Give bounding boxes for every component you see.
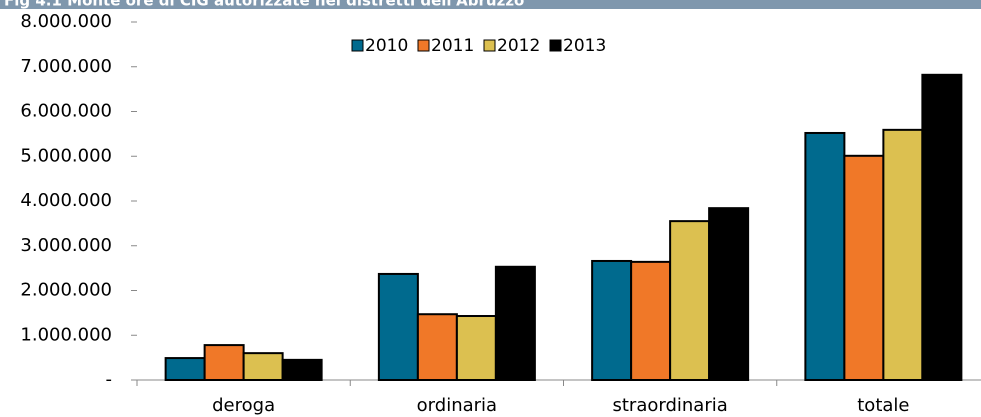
legend-label: 2012 xyxy=(497,36,540,56)
legend-swatch xyxy=(549,39,562,52)
bar xyxy=(203,344,245,381)
bar xyxy=(164,357,206,382)
title-bar xyxy=(0,0,981,9)
bar xyxy=(669,220,711,381)
bar xyxy=(281,358,323,381)
y-tick-label: 6.000.000 xyxy=(20,101,112,122)
y-tick-label: 5.000.000 xyxy=(20,145,112,166)
bar xyxy=(804,131,846,381)
x-tick-label: deroga xyxy=(212,395,275,416)
bar xyxy=(882,128,924,381)
bar xyxy=(377,272,419,382)
bar xyxy=(921,73,963,382)
legend-swatch xyxy=(417,39,430,52)
x-tick-label: straordinaria xyxy=(612,395,727,416)
bar xyxy=(494,265,536,381)
legend-label: 2010 xyxy=(365,36,408,56)
legend-swatch xyxy=(351,39,364,52)
y-tick-label: 3.000.000 xyxy=(20,235,112,256)
bar xyxy=(416,313,458,381)
bar xyxy=(630,260,672,381)
bar xyxy=(242,352,284,381)
bar xyxy=(843,154,885,381)
bar xyxy=(455,315,497,382)
x-tick-label: totale xyxy=(857,395,909,416)
bar xyxy=(708,207,750,381)
chart-title: Fig 4.1 Monte ore di CIG autorizzate nei… xyxy=(4,0,524,10)
y-tick-label: 8.000.000 xyxy=(20,11,112,32)
y-tick-label: 7.000.000 xyxy=(20,56,112,77)
legend-label: 2013 xyxy=(563,36,606,56)
bar xyxy=(591,259,633,381)
legend-label: 2011 xyxy=(431,36,474,56)
y-tick-label: 2.000.000 xyxy=(20,280,112,301)
y-tick-label: 4.000.000 xyxy=(20,190,112,211)
x-tick-label: ordinaria xyxy=(417,395,497,416)
y-tick-label: - xyxy=(106,369,113,390)
y-tick-label: 1.000.000 xyxy=(20,324,112,345)
legend-swatch xyxy=(483,39,496,52)
